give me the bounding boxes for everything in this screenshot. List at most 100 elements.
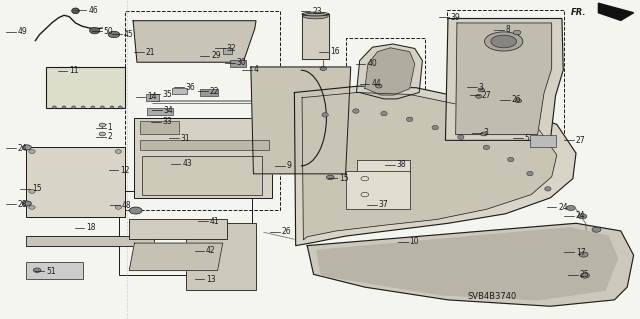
Ellipse shape	[303, 13, 328, 19]
Text: 35: 35	[162, 90, 172, 99]
Ellipse shape	[592, 227, 601, 232]
Ellipse shape	[578, 214, 587, 219]
Text: 49: 49	[18, 27, 28, 36]
Text: 29: 29	[211, 51, 221, 60]
Text: 15: 15	[339, 174, 349, 182]
Polygon shape	[147, 108, 173, 115]
Polygon shape	[294, 86, 576, 246]
Ellipse shape	[115, 150, 122, 153]
Ellipse shape	[491, 35, 516, 48]
Polygon shape	[302, 14, 329, 59]
Ellipse shape	[99, 132, 106, 136]
Text: 48: 48	[122, 201, 131, 210]
Text: 2: 2	[108, 132, 112, 141]
Polygon shape	[530, 135, 556, 147]
Polygon shape	[307, 223, 634, 306]
Text: 18: 18	[86, 223, 96, 232]
Text: 32: 32	[227, 44, 236, 53]
Text: 38: 38	[397, 160, 406, 169]
Text: 1: 1	[108, 123, 112, 132]
Text: 51: 51	[46, 267, 56, 276]
Ellipse shape	[91, 106, 95, 108]
Text: 39: 39	[451, 13, 460, 22]
Ellipse shape	[481, 132, 487, 136]
Ellipse shape	[22, 145, 31, 150]
Ellipse shape	[72, 106, 76, 108]
Text: FR.: FR.	[571, 8, 586, 17]
Text: 14: 14	[147, 93, 157, 101]
Ellipse shape	[100, 106, 104, 108]
Polygon shape	[172, 88, 187, 94]
Ellipse shape	[353, 109, 359, 113]
Polygon shape	[230, 60, 246, 67]
Text: 23: 23	[312, 7, 322, 16]
Ellipse shape	[527, 171, 533, 176]
Polygon shape	[598, 3, 634, 20]
Ellipse shape	[483, 145, 490, 150]
Text: 13: 13	[206, 275, 216, 284]
Ellipse shape	[62, 106, 66, 108]
Text: 24: 24	[558, 203, 568, 212]
Text: 36: 36	[186, 83, 195, 92]
Polygon shape	[26, 262, 83, 279]
Text: 3: 3	[479, 83, 484, 92]
Ellipse shape	[320, 67, 326, 70]
Text: 5: 5	[525, 134, 530, 143]
Ellipse shape	[108, 31, 120, 38]
Text: 30: 30	[237, 58, 246, 67]
Text: 37: 37	[379, 200, 388, 209]
Text: 24: 24	[18, 144, 28, 152]
Polygon shape	[129, 219, 227, 239]
Text: 21: 21	[146, 48, 156, 57]
Polygon shape	[142, 156, 262, 195]
Text: SVB4B3740: SVB4B3740	[467, 292, 516, 301]
Text: 43: 43	[182, 160, 192, 168]
Ellipse shape	[432, 125, 438, 130]
Text: 22: 22	[210, 87, 220, 96]
Polygon shape	[365, 48, 415, 95]
Text: 25: 25	[580, 271, 589, 279]
Ellipse shape	[29, 189, 35, 193]
Polygon shape	[456, 23, 552, 135]
Ellipse shape	[508, 157, 514, 162]
Polygon shape	[46, 67, 125, 108]
Text: 9: 9	[287, 161, 292, 170]
Polygon shape	[140, 140, 269, 150]
Text: 27: 27	[481, 91, 491, 100]
Polygon shape	[445, 19, 563, 140]
Polygon shape	[133, 21, 256, 62]
Polygon shape	[186, 223, 256, 290]
Ellipse shape	[381, 111, 387, 116]
Text: 12: 12	[120, 166, 130, 175]
Ellipse shape	[326, 175, 334, 180]
Ellipse shape	[476, 94, 482, 98]
Text: 26: 26	[282, 227, 291, 236]
Text: 4: 4	[253, 65, 259, 74]
Polygon shape	[200, 89, 218, 96]
Ellipse shape	[579, 252, 588, 257]
Polygon shape	[346, 171, 410, 209]
Ellipse shape	[566, 205, 575, 211]
Text: 40: 40	[367, 59, 377, 68]
Ellipse shape	[545, 187, 551, 191]
Ellipse shape	[515, 99, 522, 103]
Ellipse shape	[110, 106, 114, 108]
Text: 8: 8	[506, 26, 510, 34]
Ellipse shape	[406, 117, 413, 122]
Ellipse shape	[22, 201, 31, 206]
Ellipse shape	[118, 106, 122, 108]
Polygon shape	[140, 121, 179, 134]
Ellipse shape	[484, 32, 523, 51]
Ellipse shape	[29, 205, 35, 209]
Ellipse shape	[458, 135, 464, 139]
Ellipse shape	[513, 30, 521, 35]
Ellipse shape	[33, 268, 41, 272]
Text: 46: 46	[88, 6, 98, 15]
Polygon shape	[26, 147, 125, 217]
Ellipse shape	[322, 113, 328, 117]
Text: 27: 27	[576, 136, 586, 145]
Text: 44: 44	[371, 79, 381, 88]
Ellipse shape	[52, 106, 56, 108]
Text: 42: 42	[206, 246, 216, 255]
Ellipse shape	[115, 205, 122, 209]
